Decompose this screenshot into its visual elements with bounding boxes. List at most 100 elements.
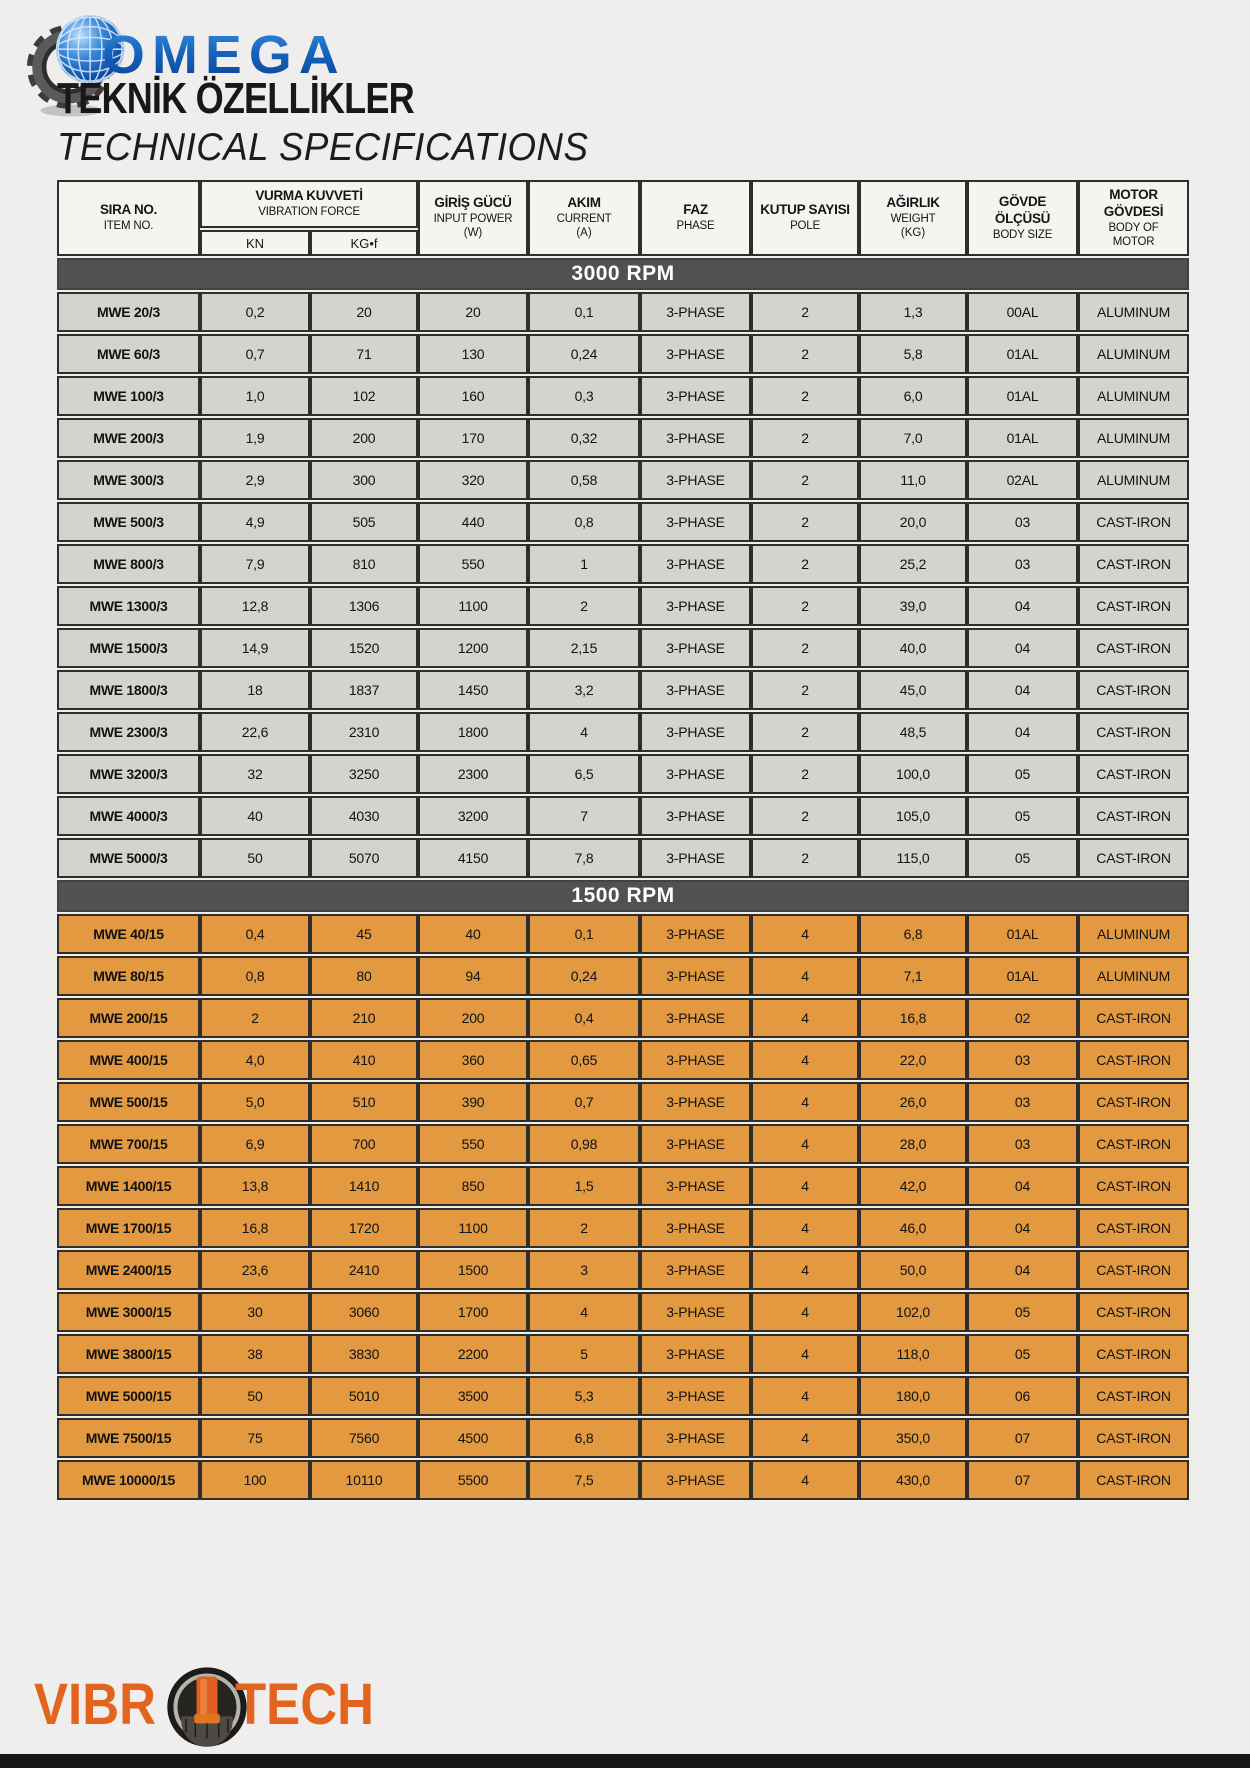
col-header-vibration-force: VURMA KUVVETİ VIBRATION FORCE	[200, 180, 419, 228]
cell-item-no: MWE 400/15	[57, 1040, 200, 1080]
cell-current: 6,5	[528, 754, 641, 794]
cell-pole: 4	[751, 1376, 860, 1416]
cell-weight: 26,0	[859, 1082, 968, 1122]
cell-phase: 3-PHASE	[640, 1418, 752, 1458]
col-header-item-no: SIRA NO. ITEM NO.	[57, 180, 200, 256]
cell-input-power: 1100	[418, 1208, 529, 1248]
cell-item-no: MWE 2300/3	[57, 712, 200, 752]
cell-input-power: 1450	[418, 670, 529, 710]
cell-force-kgf: 102	[310, 376, 419, 416]
cell-force-kgf: 1306	[310, 586, 419, 626]
cell-body-size: 05	[967, 1292, 1079, 1332]
cell-motor-body: ALUMINUM	[1078, 956, 1190, 996]
col-header-weight: AĞIRLIK WEIGHT (KG)	[859, 180, 968, 256]
cell-phase: 3-PHASE	[640, 586, 752, 626]
cell-phase: 3-PHASE	[640, 502, 752, 542]
cell-current: 6,8	[528, 1418, 641, 1458]
cell-phase: 3-PHASE	[640, 292, 752, 332]
cell-current: 3,2	[528, 670, 641, 710]
brand-name: OMEGA	[102, 25, 346, 85]
cell-motor-body: ALUMINUM	[1078, 418, 1190, 458]
cell-weight: 102,0	[859, 1292, 968, 1332]
vibrotech-text-right: TECH	[234, 1672, 374, 1737]
cell-phase: 3-PHASE	[640, 1166, 752, 1206]
col-header-motor-body: MOTOR GÖVDESİ BODY OF MOTOR	[1078, 180, 1190, 256]
cell-input-power: 390	[418, 1082, 529, 1122]
cell-force-kn: 0,8	[200, 956, 310, 996]
cell-item-no: MWE 3200/3	[57, 754, 200, 794]
cell-phase: 3-PHASE	[640, 956, 752, 996]
cell-force-kgf: 5070	[310, 838, 419, 878]
cell-item-no: MWE 200/15	[57, 998, 200, 1038]
table-row: MWE 1500/3 14,9 1520 1200 2,15 3-PHASE 2…	[57, 628, 1190, 668]
cell-pole: 4	[751, 1040, 860, 1080]
cell-current: 0,1	[528, 292, 641, 332]
cell-weight: 7,0	[859, 418, 968, 458]
vibrotech-motor-icon	[165, 1665, 249, 1749]
cell-phase: 3-PHASE	[640, 998, 752, 1038]
cell-body-size: 05	[967, 838, 1079, 878]
cell-body-size: 04	[967, 1208, 1079, 1248]
cell-body-size: 06	[967, 1376, 1079, 1416]
cell-force-kn: 0,4	[200, 914, 310, 954]
section-banner-3000rpm: 3000 RPM	[57, 258, 1190, 290]
cell-phase: 3-PHASE	[640, 544, 752, 584]
cell-force-kn: 50	[200, 1376, 310, 1416]
cell-input-power: 550	[418, 544, 529, 584]
cell-phase: 3-PHASE	[640, 1334, 752, 1374]
table-row: MWE 1800/3 18 1837 1450 3,2 3-PHASE 2 45…	[57, 670, 1190, 710]
cell-current: 5,3	[528, 1376, 641, 1416]
cell-current: 0,1	[528, 914, 641, 954]
table-row: MWE 4000/3 40 4030 3200 7 3-PHASE 2 105,…	[57, 796, 1190, 836]
cell-item-no: MWE 4000/3	[57, 796, 200, 836]
cell-pole: 2	[751, 544, 860, 584]
cell-phase: 3-PHASE	[640, 418, 752, 458]
cell-weight: 5,8	[859, 334, 968, 374]
table-row: MWE 40/15 0,4 45 40 0,1 3-PHASE 4 6,8 01…	[57, 914, 1190, 954]
cell-phase: 3-PHASE	[640, 1208, 752, 1248]
cell-current: 2,15	[528, 628, 641, 668]
cell-current: 0,7	[528, 1082, 641, 1122]
cell-pole: 4	[751, 998, 860, 1038]
cell-phase: 3-PHASE	[640, 1040, 752, 1080]
cell-motor-body: CAST-IRON	[1078, 838, 1190, 878]
cell-current: 1	[528, 544, 641, 584]
cell-weight: 42,0	[859, 1166, 968, 1206]
cell-motor-body: CAST-IRON	[1078, 754, 1190, 794]
cell-force-kgf: 810	[310, 544, 419, 584]
cell-motor-body: CAST-IRON	[1078, 1250, 1190, 1290]
cell-input-power: 200	[418, 998, 529, 1038]
cell-current: 1,5	[528, 1166, 641, 1206]
cell-input-power: 1700	[418, 1292, 529, 1332]
cell-force-kn: 1,0	[200, 376, 310, 416]
table-row: MWE 200/3 1,9 200 170 0,32 3-PHASE 2 7,0…	[57, 418, 1190, 458]
cell-motor-body: CAST-IRON	[1078, 712, 1190, 752]
cell-body-size: 07	[967, 1418, 1079, 1458]
table-row: MWE 1300/3 12,8 1306 1100 2 3-PHASE 2 39…	[57, 586, 1190, 626]
cell-current: 4	[528, 712, 641, 752]
table-row: MWE 500/3 4,9 505 440 0,8 3-PHASE 2 20,0…	[57, 502, 1190, 542]
cell-pole: 4	[751, 1082, 860, 1122]
cell-phase: 3-PHASE	[640, 1124, 752, 1164]
cell-weight: 7,1	[859, 956, 968, 996]
table-row: MWE 7500/15 75 7560 4500 6,8 3-PHASE 4 3…	[57, 1418, 1190, 1458]
cell-current: 7	[528, 796, 641, 836]
cell-item-no: MWE 5000/3	[57, 838, 200, 878]
table-row: MWE 1700/15 16,8 1720 1100 2 3-PHASE 4 4…	[57, 1208, 1190, 1248]
cell-current: 0,65	[528, 1040, 641, 1080]
cell-body-size: 01AL	[967, 376, 1079, 416]
cell-force-kgf: 3060	[310, 1292, 419, 1332]
cell-input-power: 360	[418, 1040, 529, 1080]
cell-weight: 180,0	[859, 1376, 968, 1416]
col-header-phase: FAZ PHASE	[640, 180, 752, 256]
cell-pole: 4	[751, 1124, 860, 1164]
cell-weight: 50,0	[859, 1250, 968, 1290]
section-banner-1500rpm: 1500 RPM	[57, 880, 1190, 912]
section-banner-label: 3000 RPM	[57, 258, 1190, 290]
cell-phase: 3-PHASE	[640, 914, 752, 954]
col-header-body-size: GÖVDE ÖLÇÜSÜ BODY SIZE	[967, 180, 1079, 256]
table-row: MWE 10000/15 100 10110 5500 7,5 3-PHASE …	[57, 1460, 1190, 1500]
cell-force-kgf: 3830	[310, 1334, 419, 1374]
cell-force-kn: 0,2	[200, 292, 310, 332]
cell-force-kgf: 210	[310, 998, 419, 1038]
